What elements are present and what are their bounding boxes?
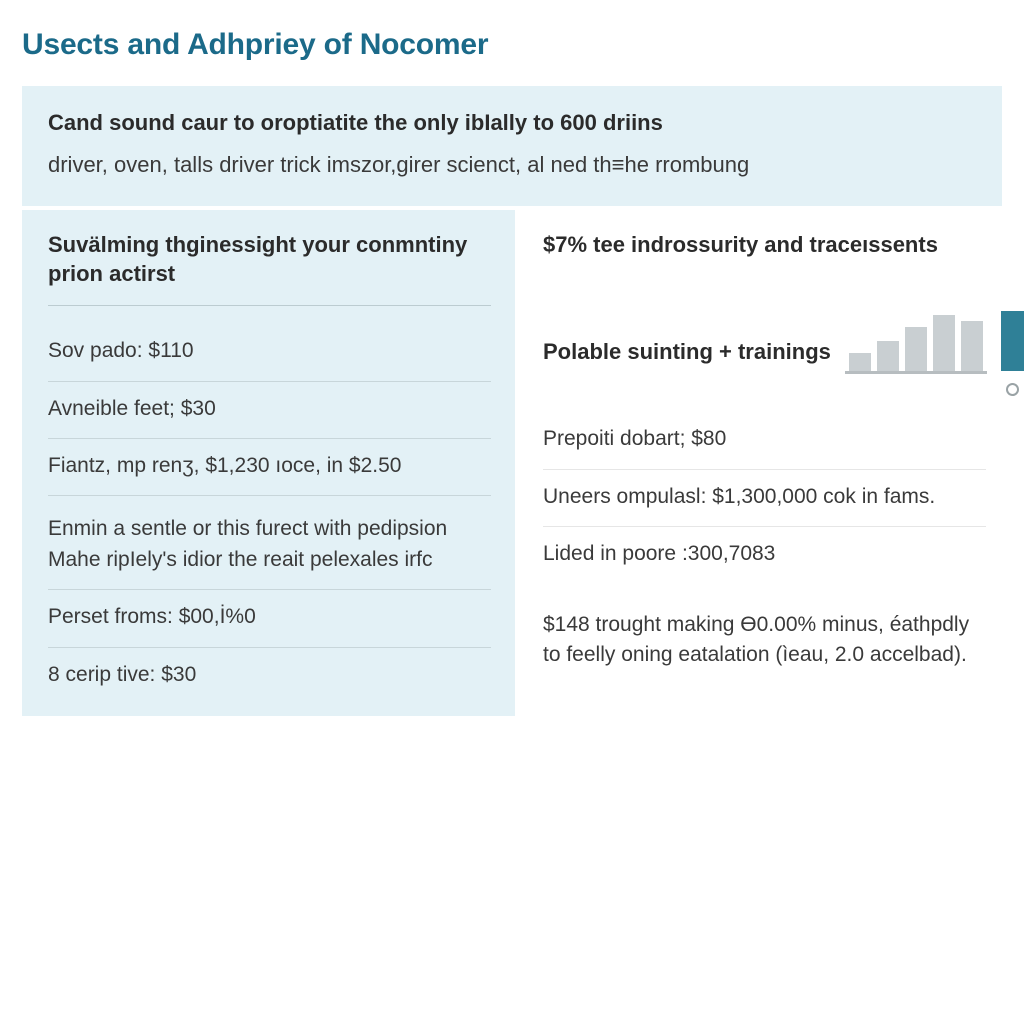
wheel-icon (1006, 383, 1019, 396)
list-item: Uneers ompulasl: $1,300,000 cok in fams. (543, 470, 986, 527)
intro-body: driver, oven, talls driver trick imszor,… (48, 148, 976, 182)
list-item: Lided in poore :300,7083 (543, 527, 986, 583)
list-item: $148 trought making Ө0.00% minus, éathpd… (543, 584, 986, 685)
left-column-heading: Suvälming thginessight your conmntiny pr… (48, 230, 491, 306)
page-title: Usects and Adhpriey of Nocomer (22, 28, 1002, 62)
intro-panel: Cand sound caur to oroptiatite the only … (22, 86, 1002, 206)
list-item: Perset froms: $00,İ%0 (48, 590, 491, 647)
list-item: Sov pado: $110 (48, 324, 491, 381)
graphic-block: Polable suinting + trainings 1 (543, 299, 986, 398)
left-column: Suvälming thginessight your conmntiny pr… (22, 210, 515, 716)
bar-chart-icon: 1 (845, 311, 1024, 380)
intro-heading: Cand sound caur to oroptiatite the only … (48, 108, 976, 138)
wheel-icons (1006, 383, 1024, 396)
list-item: 8 cerip tive: $30 (48, 648, 491, 704)
two-column-layout: Suvälming thginessight your conmntiny pr… (22, 210, 1002, 716)
list-item: Fiantz, mp renʒ, $1,230 ıoce, in $2.50 (48, 439, 491, 495)
graphic-label: Polable suinting + trainings (543, 337, 831, 381)
bar (933, 315, 955, 371)
bar (877, 341, 899, 371)
bar (961, 321, 983, 371)
list-item: Prepoiti dobart; $80 (543, 398, 986, 469)
number-badge: 1 (1001, 311, 1024, 371)
bar-group (845, 315, 987, 374)
list-item: Avneible feet; $30 (48, 382, 491, 439)
list-item: Enmin a sentle or this furect with pedip… (48, 495, 491, 590)
bar (905, 327, 927, 371)
right-column-heading: $7% tee indrossurity and traceıssents (543, 230, 986, 276)
right-column: $7% tee indrossurity and traceıssents Po… (519, 210, 1002, 716)
bar (849, 353, 871, 371)
